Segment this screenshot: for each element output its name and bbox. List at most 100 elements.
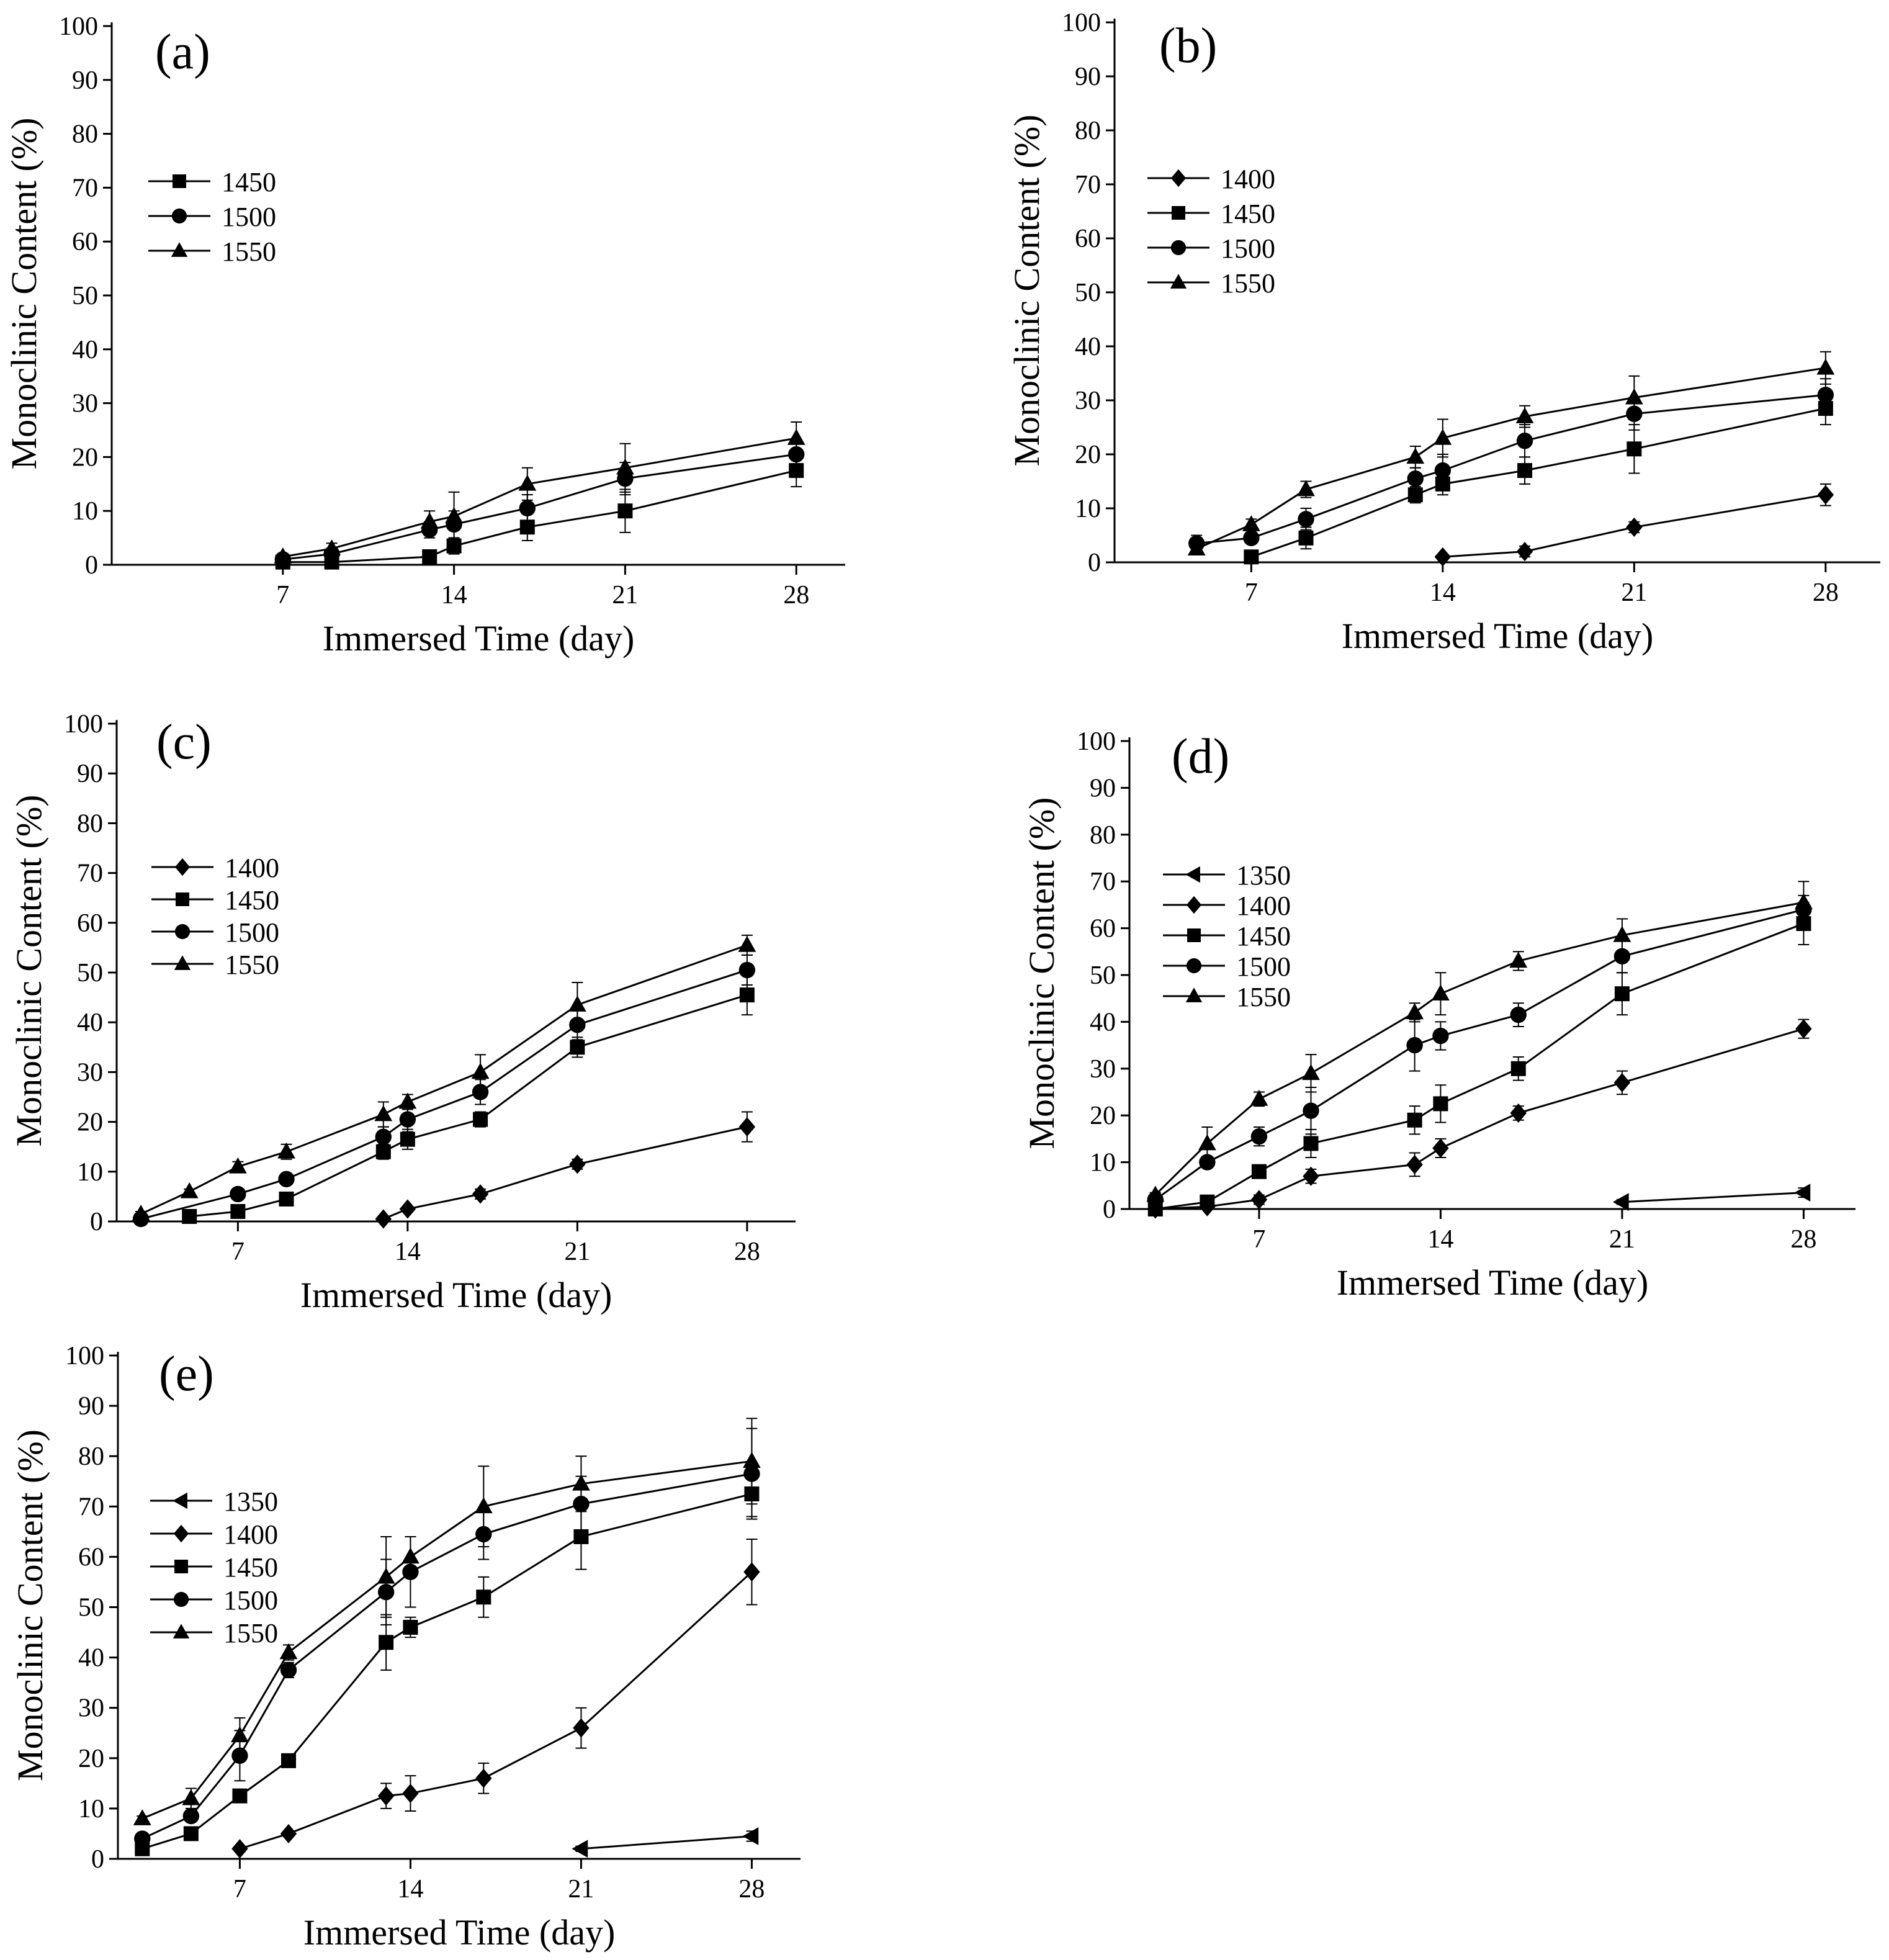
data-point xyxy=(377,1567,395,1584)
legend-marker xyxy=(1172,206,1185,220)
data-point xyxy=(278,1171,295,1188)
data-point xyxy=(1432,1138,1449,1158)
data-point xyxy=(1613,1072,1631,1093)
data-point xyxy=(374,1105,393,1122)
y-tick-label: 50 xyxy=(78,1594,104,1622)
y-tick-label: 30 xyxy=(1075,387,1101,415)
legend-label: 1450 xyxy=(223,1552,278,1583)
data-point xyxy=(400,1131,415,1147)
data-point xyxy=(1407,470,1424,487)
x-tick-label: 7 xyxy=(1245,578,1258,607)
series-1450 xyxy=(135,1470,760,1856)
data-point xyxy=(182,1789,200,1805)
data-point xyxy=(182,1807,200,1825)
data-point xyxy=(1303,1136,1319,1151)
legend-marker xyxy=(1185,987,1203,1002)
data-point xyxy=(1303,1102,1319,1119)
legend-marker xyxy=(1187,928,1201,942)
y-tick-label: 50 xyxy=(1090,961,1116,990)
data-point xyxy=(471,1063,490,1079)
data-point xyxy=(133,1809,151,1825)
data-point xyxy=(1406,447,1425,464)
data-point xyxy=(1434,428,1452,445)
x-tick-label: 28 xyxy=(734,1238,760,1266)
y-tick-label: 0 xyxy=(90,1208,103,1236)
x-tick-label: 21 xyxy=(1609,1225,1635,1254)
legend-marker xyxy=(173,1524,189,1543)
data-point xyxy=(1187,539,1206,556)
data-point xyxy=(738,961,756,979)
x-axis-title: Immersed Time (day) xyxy=(323,618,635,659)
data-point xyxy=(183,1826,199,1841)
x-tick-label: 14 xyxy=(441,581,467,609)
data-point xyxy=(422,549,437,564)
data-point xyxy=(787,429,805,445)
y-tick-label: 20 xyxy=(78,1745,104,1773)
x-tick-label: 7 xyxy=(231,1238,245,1266)
x-axis-title: Immersed Time (day) xyxy=(303,1912,616,1953)
x-tick-label: 7 xyxy=(1252,1225,1265,1254)
data-point xyxy=(572,1840,588,1858)
legend-label: 1400 xyxy=(225,853,279,883)
series-line xyxy=(189,994,748,1218)
data-point xyxy=(476,1589,491,1605)
series-line xyxy=(1196,393,1826,545)
data-point xyxy=(739,987,755,1003)
data-point xyxy=(379,1635,394,1650)
y-tick-label: 70 xyxy=(1090,868,1116,896)
x-tick-label: 14 xyxy=(397,1875,423,1904)
x-tick-label: 21 xyxy=(1621,578,1647,607)
data-point xyxy=(1795,1019,1812,1039)
data-point xyxy=(134,1830,151,1847)
data-point xyxy=(182,1208,197,1224)
data-point xyxy=(1298,530,1314,546)
data-point xyxy=(281,1753,296,1768)
data-point xyxy=(231,1726,249,1743)
data-point xyxy=(742,1827,759,1845)
data-point xyxy=(473,1112,488,1127)
y-tick-label: 30 xyxy=(1090,1055,1116,1084)
legend-label: 1350 xyxy=(223,1486,278,1517)
data-point xyxy=(1434,462,1452,479)
series-line xyxy=(1442,493,1826,558)
data-point xyxy=(1242,515,1260,531)
y-tick-label: 60 xyxy=(1075,225,1101,253)
y-tick-label: 0 xyxy=(91,1845,104,1874)
data-point xyxy=(738,1117,756,1137)
y-tick-label: 90 xyxy=(72,66,98,95)
x-axis-title: Immersed Time (day) xyxy=(1337,1262,1649,1303)
y-tick-label: 40 xyxy=(78,1644,104,1673)
data-point xyxy=(1406,1036,1423,1054)
data-point xyxy=(738,935,756,952)
y-tick-label: 80 xyxy=(1090,821,1116,850)
legend-label: 1400 xyxy=(1236,891,1291,921)
y-tick-label: 80 xyxy=(72,120,98,149)
legend-label: 1450 xyxy=(1236,921,1291,951)
panel-e: (e) 0 10 20 30 40 50 60 70 80 90 100 7 14 21 28 Immerse… xyxy=(10,1342,801,1953)
data-point xyxy=(1510,1006,1527,1023)
y-tick-label: 90 xyxy=(78,1392,104,1421)
data-point xyxy=(1298,511,1314,528)
y-tick-label: 10 xyxy=(1090,1149,1116,1177)
legend-label: 1500 xyxy=(223,1585,278,1616)
series-1400 xyxy=(231,1539,760,1859)
y-tick-label: 80 xyxy=(78,1442,104,1471)
panel-label-e: (e) xyxy=(159,1347,214,1401)
series-1350 xyxy=(1612,1184,1811,1212)
legend-marker xyxy=(171,242,188,257)
data-point xyxy=(1243,529,1260,547)
data-point xyxy=(279,1191,294,1207)
legend-label: 1550 xyxy=(225,950,279,980)
data-point xyxy=(375,1209,392,1229)
data-point xyxy=(1613,925,1631,942)
data-point xyxy=(399,1111,416,1128)
series-1350 xyxy=(572,1827,759,1858)
panel-label-b: (b) xyxy=(1159,19,1217,73)
legend-label: 1550 xyxy=(222,236,276,267)
y-tick-label: 60 xyxy=(1090,915,1116,943)
y-tick-label: 50 xyxy=(77,959,103,987)
y-tick-label: 90 xyxy=(1075,63,1101,91)
data-point xyxy=(1146,1185,1165,1202)
data-point xyxy=(1303,1166,1319,1186)
data-point xyxy=(230,1185,246,1203)
